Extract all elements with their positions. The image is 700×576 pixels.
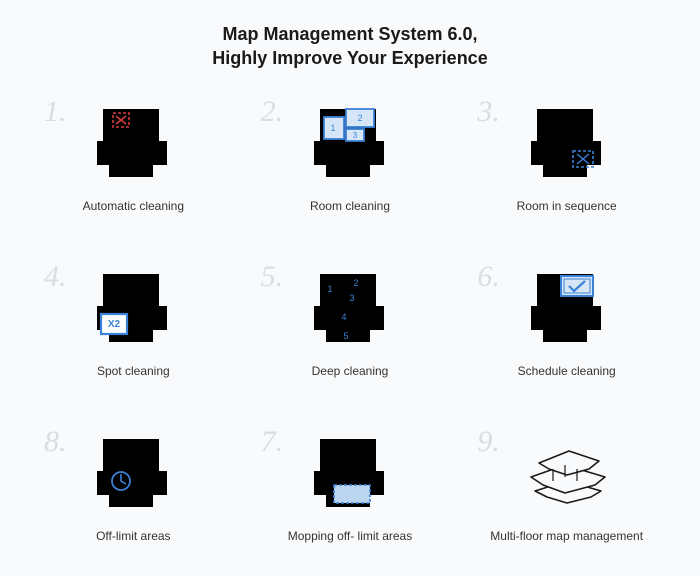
svg-text:1: 1	[330, 123, 335, 133]
feature-deep-cleaning: 5. 1 2 3 4 5 Deep cleaning	[247, 266, 454, 401]
svg-text:3: 3	[349, 293, 354, 303]
svg-text:2: 2	[357, 113, 362, 123]
feature-room-sequence: 3. Room in sequence	[463, 101, 670, 236]
ghost-number: 9.	[477, 425, 500, 459]
floorplan-icon: 1 2 3 4 5	[300, 266, 400, 354]
feature-schedule-cleaning: 6. Schedule cleaning	[463, 266, 670, 401]
floorplan-icon: X2	[83, 266, 183, 354]
feature-label: Multi-floor map management	[490, 529, 643, 543]
feature-off-limit: 8. Off-limit areas	[30, 431, 237, 566]
svg-text:1: 1	[327, 284, 332, 294]
floorplan-icon	[300, 431, 400, 519]
floorplan-icon	[83, 101, 183, 189]
floorplan-icon: 1 2 3	[300, 101, 400, 189]
svg-text:3: 3	[353, 131, 358, 140]
feature-room-cleaning: 2. 1 2 3 Room cleaning	[247, 101, 454, 236]
ghost-number: 3.	[477, 95, 500, 129]
ghost-number: 4.	[44, 260, 67, 294]
ghost-number: 6.	[477, 260, 500, 294]
feature-label: Spot cleaning	[97, 364, 170, 378]
floorplan-icon	[517, 266, 617, 354]
ghost-number: 5.	[261, 260, 284, 294]
feature-label: Off-limit areas	[96, 529, 170, 543]
feature-label: Room in sequence	[517, 199, 617, 213]
svg-text:5: 5	[343, 331, 348, 341]
page-title: Map Management System 6.0, Highly Improv…	[30, 22, 670, 71]
feature-grid: 1. Automatic cleaning 2. 1 2 3	[30, 101, 670, 566]
feature-spot-cleaning: 4. X2 Spot cleaning	[30, 266, 237, 401]
title-line-2: Highly Improve Your Experience	[212, 48, 487, 68]
svg-text:X2: X2	[108, 319, 121, 330]
feature-label: Automatic cleaning	[83, 199, 184, 213]
ghost-number: 8.	[44, 425, 67, 459]
floorplan-icon	[517, 101, 617, 189]
svg-text:4: 4	[341, 312, 346, 322]
infographic-container: Map Management System 6.0, Highly Improv…	[0, 0, 700, 576]
feature-label: Schedule cleaning	[518, 364, 616, 378]
feature-multi-floor: 9. Multi-floor map management	[463, 431, 670, 566]
svg-text:2: 2	[353, 278, 358, 288]
ghost-number: 2.	[261, 95, 284, 129]
feature-label: Deep cleaning	[312, 364, 389, 378]
feature-label: Mopping off- limit areas	[288, 529, 413, 543]
floorplan-icon	[83, 431, 183, 519]
ghost-number: 7.	[261, 425, 284, 459]
title-line-1: Map Management System 6.0,	[222, 24, 477, 44]
feature-automatic-cleaning: 1. Automatic cleaning	[30, 101, 237, 236]
feature-mopping-off-limit: 7. Mopping off- limit areas	[247, 431, 454, 566]
multifloor-icon	[517, 431, 617, 519]
ghost-number: 1.	[44, 95, 67, 129]
feature-label: Room cleaning	[310, 199, 390, 213]
